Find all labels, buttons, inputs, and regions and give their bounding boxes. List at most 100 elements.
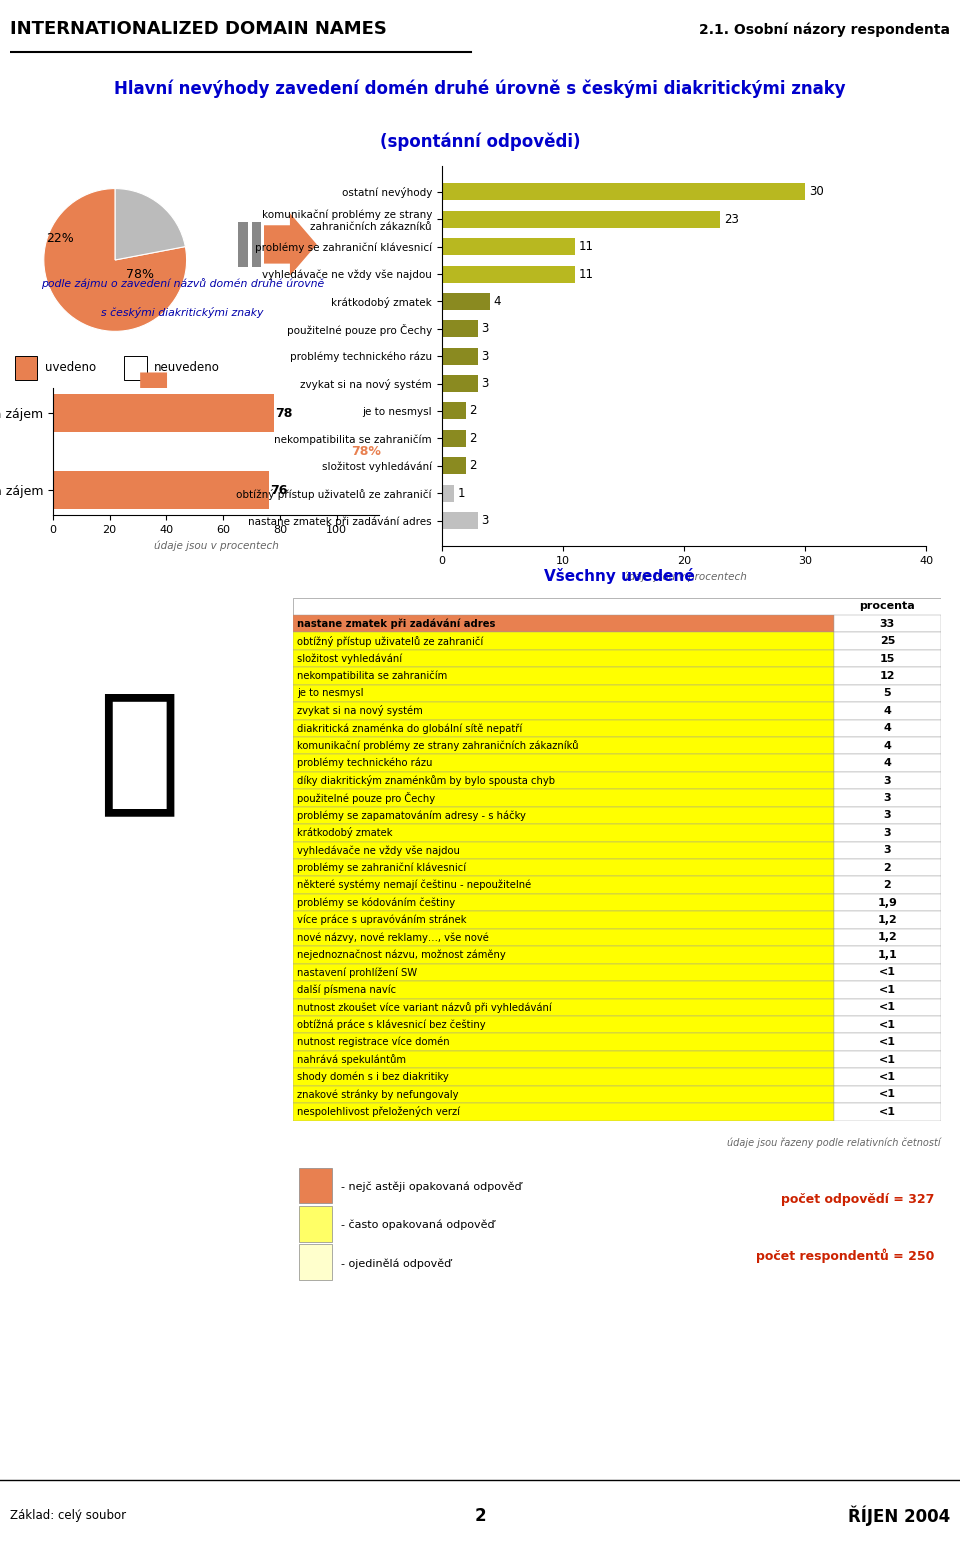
Bar <box>442 484 454 501</box>
Text: vyhledávače ne vždy vše najdou: vyhledávače ne vždy vše najdou <box>297 846 460 855</box>
Text: 3: 3 <box>883 810 891 821</box>
Text: je to nesmysl: je to nesmysl <box>297 689 363 698</box>
Bar <box>293 998 834 1017</box>
Bar <box>834 684 941 702</box>
Bar <box>442 183 805 200</box>
Text: 3: 3 <box>482 514 489 528</box>
Bar <box>834 1086 941 1103</box>
Text: 33: 33 <box>879 619 895 629</box>
Text: problémy se kódováním češtiny: problémy se kódováním češtiny <box>297 897 455 908</box>
Text: 👎: 👎 <box>98 686 180 819</box>
Text: znakové stránky by nefungovaly: znakové stránky by nefungovaly <box>297 1090 458 1100</box>
Bar <box>293 754 834 771</box>
Text: 4: 4 <box>883 706 891 715</box>
Bar <box>834 790 941 807</box>
Bar <box>293 1051 834 1068</box>
Text: 15: 15 <box>879 653 895 664</box>
Bar <box>834 911 941 928</box>
Text: nutnost registrace více domén: nutnost registrace více domén <box>297 1037 449 1048</box>
Bar <box>293 771 834 790</box>
Bar <box>834 1068 941 1086</box>
Text: další písmena navíc: další písmena navíc <box>297 984 396 995</box>
Bar <box>293 598 941 615</box>
Text: 3: 3 <box>482 377 489 390</box>
Bar <box>293 981 834 998</box>
Text: počet odpovědí = 327: počet odpovědí = 327 <box>780 1193 934 1206</box>
Bar <box>834 1017 941 1034</box>
Bar <box>238 222 248 267</box>
Bar <box>14 355 37 380</box>
Bar <box>442 348 478 365</box>
Bar <box>293 1086 834 1103</box>
Bar <box>53 470 269 509</box>
Bar <box>834 771 941 790</box>
Text: shody domén s i bez diakritiky: shody domén s i bez diakritiky <box>297 1072 448 1082</box>
Bar <box>442 237 575 255</box>
Text: 2: 2 <box>469 459 477 472</box>
Text: 78%: 78% <box>126 268 155 281</box>
Bar <box>293 860 834 877</box>
Text: obtížná práce s klávesnicí bez češtiny: obtížná práce s klávesnicí bez češtiny <box>297 1020 486 1031</box>
Bar <box>293 615 834 632</box>
Text: INTERNATIONALIZED DOMAIN NAMES: INTERNATIONALIZED DOMAIN NAMES <box>10 20 387 39</box>
Text: 1: 1 <box>457 487 465 500</box>
Bar <box>834 998 941 1017</box>
Bar <box>293 737 834 754</box>
Bar <box>442 376 478 393</box>
Bar <box>300 1245 332 1280</box>
Text: nové názvy, nové reklamy…, vše nové: nové názvy, nové reklamy…, vše nové <box>297 933 489 942</box>
Text: <1: <1 <box>878 1020 896 1029</box>
Text: nahrává spekulántům: nahrává spekulántům <box>297 1054 406 1065</box>
Bar <box>442 458 466 475</box>
Text: <1: <1 <box>878 967 896 978</box>
Text: 3: 3 <box>482 323 489 335</box>
Text: podle zájmu o zavedení názvů domén druhé úrovně: podle zájmu o zavedení názvů domén druhé… <box>40 278 324 289</box>
Text: 3: 3 <box>883 846 891 855</box>
Bar <box>834 737 941 754</box>
Text: 2: 2 <box>883 880 891 891</box>
Text: 1,2: 1,2 <box>877 933 898 942</box>
Text: problémy se zahraniční klávesnicí: problémy se zahraniční klávesnicí <box>297 863 466 872</box>
Bar <box>834 860 941 877</box>
Bar <box>834 824 941 841</box>
Bar <box>834 964 941 981</box>
Text: údaje jsou řazeny podle relativních četností: údaje jsou řazeny podle relativních četn… <box>727 1138 941 1147</box>
Bar <box>834 1051 941 1068</box>
Bar <box>834 877 941 894</box>
Text: Základ: celý soubor: Základ: celý soubor <box>10 1510 126 1523</box>
Bar <box>293 877 834 894</box>
Bar <box>293 964 834 981</box>
Text: <1: <1 <box>878 986 896 995</box>
Text: nastane zmatek při zadávání adres: nastane zmatek při zadávání adres <box>297 618 495 629</box>
Text: - ojedinělá odpověď: - ojedinělá odpověď <box>342 1259 451 1268</box>
Bar <box>293 928 834 947</box>
Text: 2: 2 <box>474 1507 486 1526</box>
Text: Všechny uvedené: Všechny uvedené <box>543 568 695 584</box>
Text: složitost vyhledávání: složitost vyhledávání <box>297 653 402 664</box>
Bar <box>834 841 941 858</box>
Text: problémy technického rázu: problémy technického rázu <box>297 757 432 768</box>
Text: <1: <1 <box>878 1090 896 1099</box>
Text: diakritická znaménka do globální sítě nepatří: diakritická znaménka do globální sítě ne… <box>297 723 522 734</box>
Text: 22%: 22% <box>46 233 73 245</box>
Text: <1: <1 <box>878 1072 896 1082</box>
Bar <box>442 430 466 447</box>
Text: uvedeno: uvedeno <box>44 362 96 374</box>
X-axis label: údaje jsou v procentech: údaje jsou v procentech <box>154 540 278 551</box>
Text: 1,2: 1,2 <box>877 916 898 925</box>
Bar <box>293 824 834 841</box>
Bar <box>834 615 941 632</box>
Text: 11: 11 <box>579 267 593 281</box>
Text: 3: 3 <box>883 827 891 838</box>
Text: 78%: 78% <box>350 445 381 458</box>
Text: 2.1. Osobní názory respondenta: 2.1. Osobní názory respondenta <box>700 22 950 37</box>
Bar <box>834 650 941 667</box>
Wedge shape <box>115 189 185 261</box>
Bar <box>442 402 466 419</box>
Text: více práce s upravóváním stránek: více práce s upravóváním stránek <box>297 914 467 925</box>
Bar <box>442 265 575 282</box>
Bar <box>293 1017 834 1034</box>
Bar <box>834 807 941 824</box>
Text: První na mysli: První na mysli <box>631 175 742 189</box>
Text: použitelné pouze pro Čechy: použitelné pouze pro Čechy <box>297 792 435 804</box>
